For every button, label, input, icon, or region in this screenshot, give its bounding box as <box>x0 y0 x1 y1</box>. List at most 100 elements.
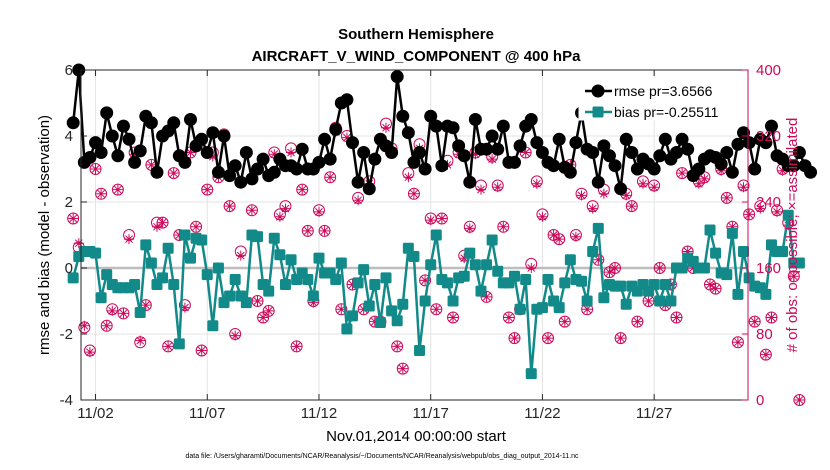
bias-point <box>414 345 426 356</box>
rmse-point <box>178 155 192 169</box>
obs-assimilated-point <box>459 253 470 264</box>
obs-assimilated-point <box>336 304 347 315</box>
rmse-point <box>111 149 125 163</box>
obs-assimilated-point <box>548 230 559 240</box>
bias-point <box>346 310 358 322</box>
obs-possible-point <box>407 187 420 200</box>
x-tick-label: 11/02 <box>77 405 113 422</box>
rmse-point <box>245 172 259 186</box>
obs-assimilated-point <box>543 333 553 344</box>
obs-possible-point <box>558 315 571 328</box>
rmse-point <box>513 139 527 153</box>
bias-point <box>620 298 632 310</box>
bias-point <box>101 269 113 281</box>
bias-point <box>447 295 459 307</box>
obs-possible-point <box>480 290 493 303</box>
bias-point <box>782 209 794 221</box>
obs-assimilated-point <box>448 312 458 323</box>
rmse-point <box>211 165 225 179</box>
obs-assimilated-point <box>772 206 782 217</box>
obs-possible-point <box>195 344 208 357</box>
obs-assimilated-point <box>314 206 324 217</box>
obs-assimilated-point <box>582 304 593 315</box>
obs-possible-point <box>290 340 303 353</box>
obs-assimilated-point <box>498 221 509 232</box>
obs-assimilated-point <box>587 203 598 214</box>
rmse-point <box>133 144 147 158</box>
obs-assimilated-point <box>101 320 112 331</box>
obs-assimilated-point <box>392 341 403 352</box>
obs-assimilated-point <box>96 188 107 199</box>
obs-assimilated-point <box>174 230 185 240</box>
bias-point <box>486 234 498 246</box>
y-left-tick-label: 4 <box>65 128 73 145</box>
obs-assimilated-point <box>710 283 721 294</box>
obs-assimilated-point <box>274 211 285 222</box>
bias-point <box>140 239 152 251</box>
obs-possible-point <box>396 362 409 375</box>
obs-possible-point <box>296 183 309 196</box>
bias-point <box>732 288 744 300</box>
obs-possible-point <box>67 212 80 225</box>
obs-assimilated-point <box>397 363 408 374</box>
rmse-point <box>675 132 689 146</box>
obs-possible-point <box>631 315 644 328</box>
rmse-point <box>496 119 510 133</box>
rmse-point <box>524 113 538 126</box>
obs-assimilated-point <box>308 297 319 308</box>
bias-point <box>268 232 280 244</box>
bias-point <box>363 300 375 312</box>
rmse-point <box>401 126 415 140</box>
obs-assimilated-point <box>112 184 123 195</box>
obs-assimilated-point <box>705 279 715 290</box>
rmse-point <box>446 121 460 135</box>
bias-point <box>391 315 403 327</box>
y-left-tick-label: -4 <box>60 392 73 409</box>
rmse-series <box>66 63 818 196</box>
rmse-point <box>418 162 432 176</box>
obs-assimilated-point <box>604 267 615 278</box>
obs-assimilated-point <box>224 201 235 212</box>
legend: rmse pr=3.6566 bias pr=-0.25511 <box>578 77 744 121</box>
bias-point <box>184 252 196 264</box>
bias-point <box>441 277 453 289</box>
obs-possible-point <box>100 319 113 332</box>
y-left-tick-label: -2 <box>60 326 73 343</box>
obs-assimilated-point <box>638 178 648 189</box>
y-axis-right-label: # of obs: o=possible; ×=assimilated <box>784 118 801 353</box>
bias-point <box>358 264 370 276</box>
legend-rmse-marker <box>591 84 605 98</box>
obs-assimilated-point <box>207 151 218 162</box>
obs-assimilated-point <box>693 178 704 189</box>
bias-point <box>576 275 588 287</box>
obs-assimilated-point <box>621 190 632 201</box>
obs-assimilated-point <box>699 173 710 184</box>
rmse-point <box>480 142 494 156</box>
rmse-point <box>681 142 695 156</box>
obs-possible-point <box>748 315 761 328</box>
rmse-point <box>290 162 304 176</box>
obs-assimilated-point <box>369 316 380 327</box>
obs-assimilated-point <box>436 213 447 224</box>
rmse-point <box>105 129 119 143</box>
bias-point <box>302 274 314 286</box>
obs-assimilated-point <box>252 296 263 306</box>
rmse-point <box>390 70 404 84</box>
y-right-tick-label: 240 <box>756 194 781 211</box>
bias-point <box>425 259 437 271</box>
bias-point <box>481 259 493 271</box>
rmse-point <box>452 139 466 153</box>
obs-assimilated-point <box>297 184 308 195</box>
rmse-point <box>792 146 806 159</box>
rmse-point <box>547 159 561 173</box>
bias-point <box>229 274 241 286</box>
bias-point <box>397 298 409 310</box>
bias-point <box>313 252 325 264</box>
bias-point <box>587 246 599 257</box>
obs-assimilated-point <box>403 172 414 183</box>
obs-possible-point <box>167 167 180 180</box>
obs-assimilated-point <box>503 312 514 323</box>
rmse-point <box>183 113 197 126</box>
y-right-tick-label: 400 <box>756 62 781 79</box>
obs-assimilated-point <box>246 205 257 216</box>
